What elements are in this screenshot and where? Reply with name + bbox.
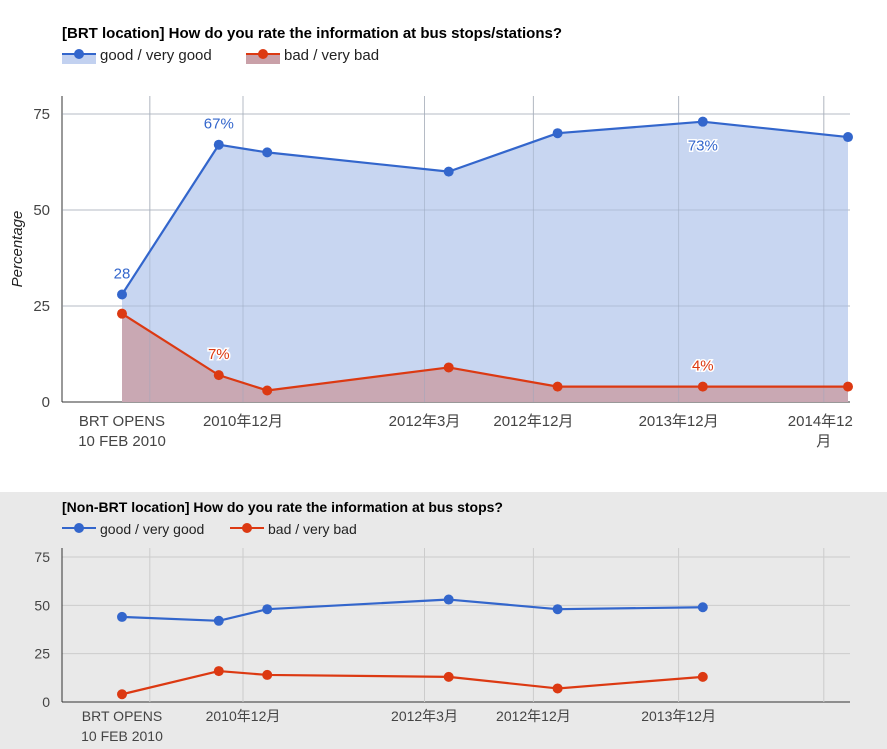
brt-chart: [BRT location] How do you rate the infor… (9, 25, 853, 450)
data-point (552, 128, 563, 139)
x-tick-label: 2012年12月 (493, 413, 573, 430)
legend-label: bad / very bad (284, 47, 379, 64)
data-label: 7% (208, 346, 230, 363)
series-area (122, 313, 848, 402)
y-tick-label: 75 (33, 106, 50, 123)
data-point (117, 689, 127, 700)
data-point (443, 671, 454, 682)
data-point (697, 381, 708, 392)
non-brt-chart: [Non-BRT location] How do you rate the i… (34, 499, 850, 744)
x-tick-label: BRT OPENS (82, 708, 162, 724)
y-axis-title: Percentage (9, 211, 26, 288)
data-point (213, 370, 224, 381)
legend-marker (74, 49, 84, 59)
x-tick-label: 2010年12月 (203, 413, 283, 430)
x-tick-label: 月 (816, 433, 831, 450)
data-label: 67% (204, 116, 234, 133)
legend-marker (242, 523, 252, 533)
x-tick-label: 10 FEB 2010 (81, 728, 163, 744)
brt-chart-panel: [BRT location] How do you rate the infor… (9, 25, 853, 450)
data-label: 73% (688, 138, 718, 155)
data-point (213, 666, 224, 677)
data-point (262, 604, 273, 615)
data-point (443, 166, 454, 177)
data-point (697, 602, 708, 613)
legend-marker (258, 49, 268, 59)
data-point (843, 381, 853, 392)
data-point (697, 116, 708, 127)
data-point (117, 289, 127, 300)
chart-title: [Non-BRT location] How do you rate the i… (62, 499, 503, 515)
y-tick-label: 25 (33, 298, 50, 315)
data-label: 4% (692, 358, 714, 375)
series-line (121, 598, 703, 622)
x-tick-label: 2012年3月 (389, 413, 461, 430)
x-tick-label: 2013年12月 (639, 413, 719, 430)
x-tick-label: 2012年12月 (496, 708, 571, 724)
x-tick-label: 2012年3月 (391, 708, 458, 724)
data-point (213, 615, 224, 626)
y-tick-label: 50 (33, 202, 50, 219)
data-point (262, 385, 273, 396)
chart-title: [BRT location] How do you rate the infor… (62, 25, 562, 42)
series-area (122, 121, 848, 403)
data-point (552, 381, 563, 392)
data-point (117, 611, 127, 622)
legend-label: bad / very bad (268, 521, 357, 537)
legend-label: good / very good (100, 521, 204, 537)
x-tick-label: 2010年12月 (206, 708, 281, 724)
y-tick-label: 75 (34, 549, 50, 565)
x-tick-label: 2014年12 (788, 413, 853, 430)
legend-label: good / very good (100, 47, 212, 64)
x-tick-label: 2013年12月 (641, 708, 716, 724)
data-point (213, 139, 224, 150)
non-brt-chart-panel: [Non-BRT location] How do you rate the i… (0, 492, 887, 749)
data-point (443, 362, 454, 373)
data-point (843, 132, 853, 143)
x-tick-label: BRT OPENS (79, 413, 165, 430)
data-point (443, 594, 454, 605)
y-tick-label: 0 (42, 694, 50, 710)
data-point (552, 683, 563, 694)
y-tick-label: 50 (34, 597, 50, 613)
data-label: 28 (114, 265, 131, 282)
data-point (262, 669, 273, 680)
legend-marker (74, 523, 84, 533)
y-tick-label: 0 (42, 394, 50, 411)
data-point (262, 147, 273, 158)
x-tick-label: 10 FEB 2010 (78, 433, 166, 450)
data-point (697, 671, 708, 682)
series-line (121, 669, 703, 696)
data-point (117, 308, 127, 319)
data-point (552, 604, 563, 615)
y-tick-label: 25 (34, 646, 50, 662)
